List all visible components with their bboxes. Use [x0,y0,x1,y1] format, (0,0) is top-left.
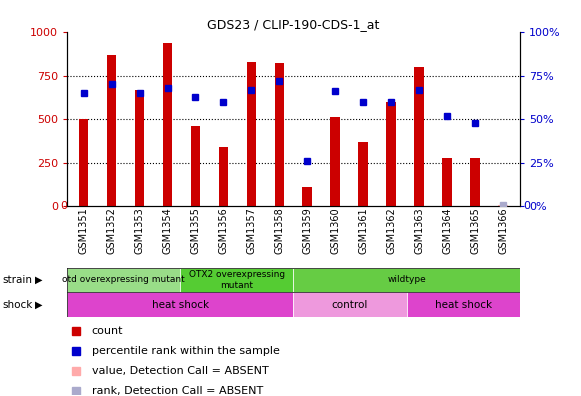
Text: wildtype: wildtype [388,276,426,284]
Text: GSM1356: GSM1356 [218,208,228,254]
Text: GSM1360: GSM1360 [331,208,340,254]
Bar [191,126,200,206]
Text: percentile rank within the sample: percentile rank within the sample [92,346,279,356]
Bar [293,268,520,292]
Text: GSM1361: GSM1361 [358,208,368,254]
Bar [386,102,396,206]
Text: value, Detection Call = ABSENT: value, Detection Call = ABSENT [92,366,268,376]
Bar [246,62,256,206]
Text: 0: 0 [60,201,67,211]
Bar [293,292,407,317]
Text: control: control [332,299,368,310]
Text: GSM1363: GSM1363 [414,208,424,254]
Bar [407,292,520,317]
Text: 0: 0 [523,201,530,211]
Bar [163,42,173,206]
Text: ▶: ▶ [35,275,42,285]
Bar [303,187,313,206]
Text: count: count [92,326,123,336]
Bar [414,67,424,206]
Text: GSM1364: GSM1364 [442,208,452,254]
Text: ▶: ▶ [35,299,42,310]
Text: GSM1359: GSM1359 [302,208,313,254]
Bar [218,147,228,206]
Bar [78,119,88,206]
Text: GSM1362: GSM1362 [386,208,396,254]
Text: GSM1354: GSM1354 [163,208,173,254]
Bar [471,158,480,206]
Bar [180,268,293,292]
Bar [135,89,145,206]
Text: GSM1351: GSM1351 [78,208,88,254]
Text: GSM1355: GSM1355 [191,208,200,254]
Bar [67,292,293,317]
Text: heat shock: heat shock [435,299,492,310]
Text: strain: strain [3,275,33,285]
Bar [67,268,180,292]
Text: otd overexpressing mutant: otd overexpressing mutant [62,276,185,284]
Text: rank, Detection Call = ABSENT: rank, Detection Call = ABSENT [92,386,263,396]
Bar [331,118,340,206]
Text: GSM1358: GSM1358 [274,208,285,254]
Text: GSM1357: GSM1357 [246,208,256,254]
Text: GSM1352: GSM1352 [106,208,117,254]
Text: shock: shock [3,299,33,310]
Bar [107,55,116,206]
Text: OTX2 overexpressing
mutant: OTX2 overexpressing mutant [189,270,285,289]
Bar [275,63,284,206]
Text: heat shock: heat shock [152,299,209,310]
Text: GSM1366: GSM1366 [498,208,508,254]
Title: GDS23 / CLIP-190-CDS-1_at: GDS23 / CLIP-190-CDS-1_at [207,18,379,31]
Bar [358,142,368,206]
Text: GSM1365: GSM1365 [470,208,480,254]
Bar [498,205,508,206]
Bar [442,158,452,206]
Text: GSM1353: GSM1353 [135,208,145,254]
